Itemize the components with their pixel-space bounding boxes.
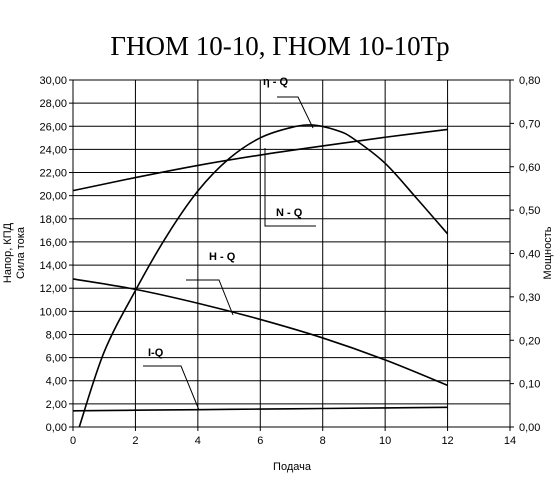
y-tick-left: 28,00 — [39, 98, 67, 110]
y-tick-left: 24,00 — [39, 144, 67, 156]
leader-line — [264, 148, 316, 227]
current-curve — [72, 406, 448, 412]
y-tick-left: 20,00 — [39, 191, 67, 203]
axes: 0,00 2,00 4,00 6,00 8,00 10,00 12,00 14,00 16,00… — [39, 75, 540, 447]
y-tick-left: 10,00 — [39, 306, 67, 318]
y-tick-right: 0,30 — [519, 292, 540, 304]
curves — [72, 124, 449, 428]
head-curve-label: H - Q — [209, 251, 236, 263]
y-tick-left: 0,00 — [46, 422, 67, 434]
y-tick-right: 0,00 — [519, 422, 540, 434]
leader-line — [186, 279, 234, 316]
x-tick: 12 — [441, 435, 453, 447]
y-tick-right: 0,40 — [519, 249, 540, 261]
x-tick: 8 — [320, 435, 326, 447]
x-tick: 2 — [132, 435, 138, 447]
leader-line — [143, 365, 200, 411]
y-axis-label-left-line2: Сила тока — [15, 226, 27, 279]
y-axis-label-left-line1: Напор, КПД — [2, 222, 14, 283]
efficiency-curve-label: η - Q — [263, 76, 288, 88]
x-tick: 0 — [70, 435, 76, 447]
chart-title: ГНОМ 10-10, ГНОМ 10-10Тр — [110, 31, 449, 61]
y-tick-right: 0,70 — [519, 118, 540, 130]
power-curve — [72, 128, 448, 192]
y-tick-right: 0,10 — [519, 379, 540, 391]
y-tick-left: 30,00 — [39, 75, 67, 87]
head-curve — [72, 278, 448, 387]
y-tick-right: 0,80 — [519, 75, 540, 87]
power-curve-label: N - Q — [276, 207, 303, 219]
x-tick: 10 — [379, 435, 391, 447]
x-tick: 4 — [195, 435, 201, 447]
y-tick-left: 6,00 — [46, 353, 67, 365]
y-tick-right: 0,20 — [519, 335, 540, 347]
y-tick-left: 8,00 — [46, 329, 67, 341]
curve-labels: η - Q N - Q H - Q I-Q — [143, 76, 316, 411]
y-tick-right: 0,60 — [519, 162, 540, 174]
current-curve-label: I-Q — [148, 347, 164, 359]
y-tick-left: 4,00 — [46, 376, 67, 388]
grid — [72, 79, 511, 428]
y-tick-left: 26,00 — [39, 121, 67, 133]
x-tick: 14 — [504, 435, 516, 447]
x-tick: 6 — [257, 435, 263, 447]
efficiency-curve — [78, 124, 449, 428]
plot-frame — [72, 79, 511, 428]
y-tick-left: 18,00 — [39, 214, 67, 226]
y-tick-left: 16,00 — [39, 237, 67, 249]
y-tick-left: 14,00 — [39, 260, 67, 272]
x-axis-label: Подача — [273, 461, 312, 473]
y-tick-left: 12,00 — [39, 283, 67, 295]
y-tick-right: 0,50 — [519, 205, 540, 217]
leader-line — [277, 96, 314, 129]
y-tick-left: 22,00 — [39, 168, 67, 180]
y-axis-label-right: Мощность — [542, 226, 554, 279]
y-tick-left: 2,00 — [46, 399, 67, 411]
